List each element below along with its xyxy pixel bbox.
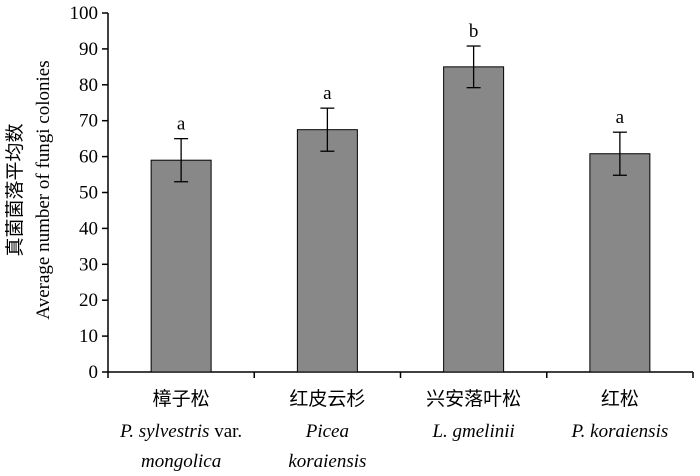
- category-label-cn: 樟子松: [153, 388, 210, 410]
- category-label-cn: 兴安落叶松: [426, 388, 521, 410]
- y-tick-label: 0: [89, 362, 99, 383]
- category-label-en-line2: koraiensis: [288, 451, 366, 472]
- error-bars: [174, 45, 627, 183]
- y-tick-label: 20: [79, 290, 98, 311]
- significance-label: a: [323, 83, 332, 104]
- y-ticks: 0 10 20 30 40 50 60 70 80 90 100: [70, 3, 108, 383]
- category-label-en: Picea: [305, 421, 349, 442]
- y-tick-label: 60: [79, 147, 98, 168]
- bar: [150, 159, 212, 373]
- category-label-en-name: P. sylvestris: [119, 421, 209, 442]
- y-axis-title-en: Average number of fungi colonies: [33, 60, 54, 319]
- y-tick-label: 70: [79, 111, 98, 132]
- y-tick-label: 80: [79, 75, 98, 96]
- significance-label: a: [616, 107, 625, 128]
- y-tick-label: 100: [70, 3, 99, 24]
- bar: [589, 153, 651, 373]
- significance-label: b: [469, 21, 479, 42]
- category-label-en-name: P. koraiensis: [570, 421, 668, 442]
- category-label-en-line2: mongolica: [141, 451, 221, 472]
- y-tick-label: 90: [79, 39, 98, 60]
- y-tick-label: 10: [79, 326, 98, 347]
- y-axis-title-cn: 真菌菌落平均数: [4, 123, 26, 256]
- category-label-en-name: L. gmelinii: [431, 421, 514, 442]
- significance-label: a: [177, 114, 186, 135]
- category-label-en-name: Picea: [305, 421, 349, 442]
- bar: [443, 66, 505, 373]
- bars: [150, 66, 651, 373]
- x-category-labels: 樟子松 P. sylvestris var. mongolica 红皮云杉 Picea k…: [119, 388, 668, 472]
- bar: [296, 129, 358, 373]
- y-tick-label: 40: [79, 218, 98, 239]
- category-label-en: P. koraiensis: [570, 421, 668, 442]
- category-label-cn: 红皮云杉: [289, 388, 365, 410]
- significance-labels: a a b a: [177, 21, 625, 135]
- y-tick-label: 30: [79, 254, 98, 275]
- y-tick-label: 50: [79, 183, 98, 204]
- category-label-en: L. gmelinii: [431, 421, 514, 442]
- y-axis-title: 真菌菌落平均数 Average number of fungi colonies: [4, 60, 54, 319]
- category-label-cn: 红松: [601, 388, 639, 410]
- category-label-en-suffix: var.: [209, 421, 242, 442]
- category-label-en: P. sylvestris var.: [119, 421, 242, 442]
